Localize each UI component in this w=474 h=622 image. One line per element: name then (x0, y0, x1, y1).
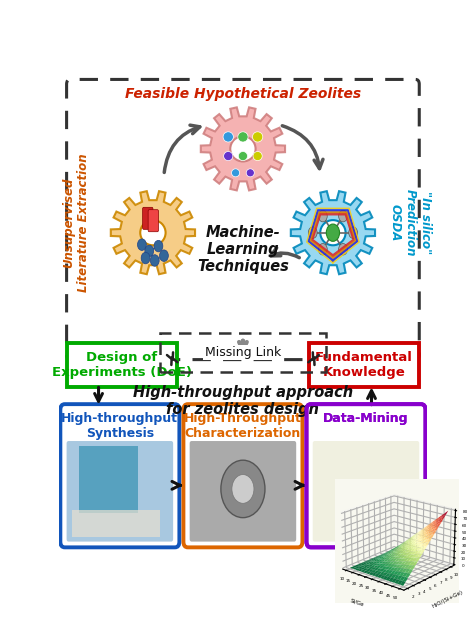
Ellipse shape (223, 132, 233, 142)
Circle shape (137, 239, 146, 251)
Ellipse shape (238, 152, 247, 160)
Text: Feasible Hypothetical Zeolites: Feasible Hypothetical Zeolites (125, 86, 361, 101)
Text: Unsupervised
Literature Extraction: Unsupervised Literature Extraction (62, 154, 90, 292)
FancyBboxPatch shape (183, 404, 302, 547)
FancyBboxPatch shape (309, 343, 419, 387)
FancyBboxPatch shape (66, 343, 177, 387)
Circle shape (232, 475, 254, 503)
Circle shape (150, 255, 159, 266)
Text: Design of
Experiments (DoE): Design of Experiments (DoE) (52, 351, 191, 379)
Circle shape (326, 224, 339, 241)
FancyBboxPatch shape (148, 210, 158, 232)
Circle shape (145, 245, 154, 257)
Ellipse shape (246, 169, 255, 177)
FancyBboxPatch shape (66, 441, 173, 542)
Text: Data-Mining: Data-Mining (323, 412, 409, 425)
Polygon shape (111, 191, 195, 274)
Bar (72, 511, 160, 537)
Ellipse shape (140, 220, 165, 245)
Ellipse shape (224, 152, 233, 160)
Ellipse shape (253, 152, 262, 160)
Circle shape (319, 210, 327, 222)
FancyBboxPatch shape (313, 441, 419, 542)
Ellipse shape (320, 220, 346, 245)
Circle shape (141, 253, 150, 264)
Circle shape (160, 250, 168, 261)
Circle shape (338, 210, 347, 222)
Polygon shape (291, 191, 375, 274)
Circle shape (319, 244, 327, 255)
Text: Machine-
Learning
Techniques: Machine- Learning Techniques (197, 225, 289, 274)
Polygon shape (201, 108, 285, 190)
Text: Missing Link: Missing Link (205, 346, 281, 359)
Text: High-throughput
Synthesis: High-throughput Synthesis (61, 412, 178, 440)
Ellipse shape (231, 169, 240, 177)
Ellipse shape (230, 136, 255, 162)
Ellipse shape (253, 132, 263, 142)
Text: "In silico"
Prediction
OSDA: "In silico" Prediction OSDA (389, 189, 431, 257)
X-axis label: Si/Ge: Si/Ge (349, 598, 365, 607)
Circle shape (349, 227, 357, 238)
Circle shape (154, 240, 163, 252)
Circle shape (338, 244, 347, 255)
FancyBboxPatch shape (307, 404, 426, 547)
Text: Fundamental
Knowledge: Fundamental Knowledge (315, 351, 413, 379)
Y-axis label: H₂O/(Si+Ge): H₂O/(Si+Ge) (432, 589, 465, 609)
FancyBboxPatch shape (190, 441, 296, 542)
Text: High-throughput approach
for zeolites design: High-throughput approach for zeolites de… (133, 385, 353, 417)
Ellipse shape (238, 132, 248, 142)
Bar (80, 446, 138, 513)
FancyBboxPatch shape (60, 404, 179, 547)
Circle shape (221, 460, 265, 518)
Text: Data-Mining: Data-Mining (323, 412, 409, 425)
FancyBboxPatch shape (143, 207, 153, 230)
Circle shape (308, 227, 317, 238)
Text: High-Throughput
Characterization: High-Throughput Characterization (184, 412, 302, 440)
